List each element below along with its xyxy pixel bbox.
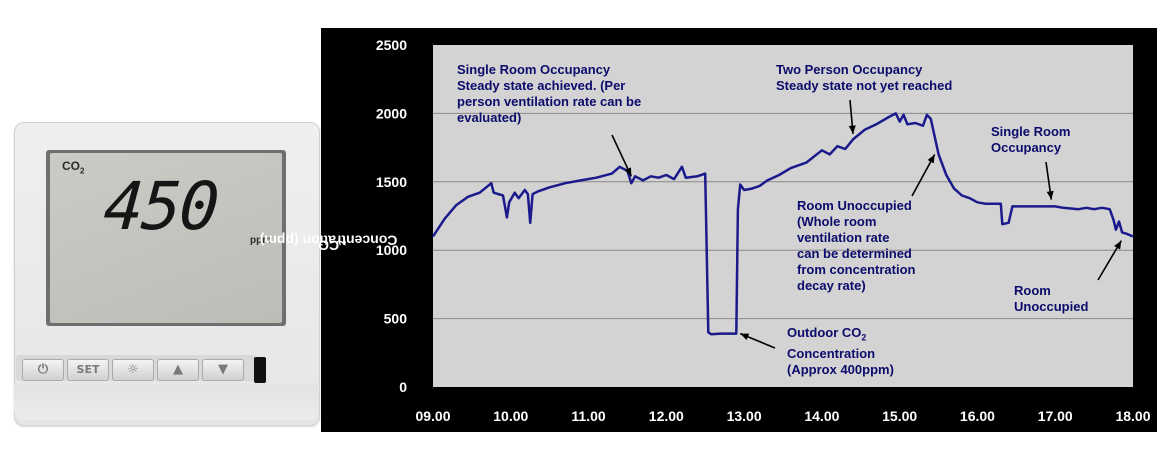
annotation-arrowhead bbox=[1046, 190, 1054, 200]
annotation-single-room-steady: Single Room Occupancy Steady state achie… bbox=[457, 62, 641, 126]
annotation-line: Occupancy bbox=[991, 140, 1062, 155]
x-tick-label: 18.00 bbox=[1115, 408, 1150, 424]
x-tick-label: 17.00 bbox=[1038, 408, 1073, 424]
annotation-line: Single Room bbox=[991, 124, 1071, 139]
annotation-line: can be determined bbox=[797, 246, 912, 261]
annotation-arrowhead bbox=[848, 125, 856, 134]
down-arrow-icon[interactable]: ▼ bbox=[202, 359, 244, 381]
y-axis-title-rest: Concentration (ppm) bbox=[259, 232, 398, 249]
co2-subscript: 2 bbox=[80, 166, 85, 176]
annotation-subscript: 2 bbox=[861, 332, 867, 343]
annotation-room-unoccupied-decay: Room Unoccupied (Whole room ventilation … bbox=[797, 198, 915, 294]
annotation-line: Outdoor CO bbox=[787, 325, 862, 340]
y-tick-label: 1000 bbox=[376, 242, 407, 258]
annotation-line: decay rate) bbox=[797, 278, 866, 293]
x-tick-label: 10.00 bbox=[493, 408, 528, 424]
annotation-room-unoccupied-end: Room Unoccupied bbox=[1014, 283, 1088, 315]
annotation-line: Concentration bbox=[787, 345, 876, 361]
power-button[interactable]: ⏻ bbox=[22, 359, 64, 381]
device-base bbox=[14, 384, 318, 420]
annotation-line: evaluated) bbox=[457, 110, 522, 125]
set-button[interactable]: SET bbox=[67, 359, 109, 381]
y-tick-label: 2000 bbox=[376, 105, 407, 121]
x-tick-label: 15.00 bbox=[882, 408, 917, 424]
annotation-line: from concentration bbox=[797, 262, 916, 277]
y-tick-label: 2500 bbox=[376, 37, 407, 53]
annotation-line: Steady state achieved. (Per bbox=[457, 78, 626, 93]
annotation-line: ventilation rate bbox=[797, 230, 890, 245]
annotation-arrowhead bbox=[1114, 240, 1122, 250]
annotation-line: Steady state not yet reached bbox=[776, 78, 953, 93]
x-tick-label: 12.00 bbox=[649, 408, 684, 424]
annotation-line: Two Person Occupancy bbox=[776, 62, 923, 77]
x-tick-label: 11.00 bbox=[571, 408, 605, 424]
plot-area bbox=[433, 45, 1133, 387]
annotation-line: person ventilation rate can be bbox=[457, 94, 642, 109]
y-tick-label: 0 bbox=[399, 379, 407, 395]
x-tick-label: 13.00 bbox=[727, 408, 762, 424]
annotation-arrowhead bbox=[740, 333, 750, 341]
annotation-arrowhead bbox=[624, 167, 632, 177]
sun-icon[interactable]: ☼ bbox=[112, 359, 154, 381]
co2-text: CO bbox=[62, 159, 80, 173]
annotation-outdoor-co2: Outdoor CO2 Concentration (Approx 400ppm… bbox=[787, 325, 894, 378]
annotation-two-person: Two Person Occupancy Steady state not ye… bbox=[776, 62, 952, 94]
annotation-line: Room Unoccupied bbox=[797, 198, 912, 213]
annotation-line: Single Room Occupancy bbox=[457, 62, 611, 77]
co2-unit: ppm bbox=[250, 235, 272, 246]
x-tick-label: 16.00 bbox=[960, 408, 995, 424]
annotation-line: Unoccupied bbox=[1014, 299, 1089, 314]
x-tick-label: 14.00 bbox=[804, 408, 839, 424]
lcd-screen bbox=[50, 153, 282, 323]
up-arrow-icon[interactable]: ▲ bbox=[157, 359, 199, 381]
co2-series-line bbox=[431, 112, 1134, 336]
y-tick-label: 1500 bbox=[376, 174, 407, 190]
annotation-arrowhead bbox=[927, 154, 935, 164]
annotation-line: Room bbox=[1014, 283, 1051, 298]
annotation-single-room-right: Single Room Occupancy bbox=[991, 124, 1070, 156]
co2-monitor-device: CO2 450 ppm ⏻ SET ☼ ▲ ▼ bbox=[2, 122, 320, 426]
y-tick-label: 500 bbox=[384, 311, 408, 327]
status-indicator bbox=[254, 357, 266, 383]
lcd-co2-label: CO2 bbox=[62, 159, 84, 175]
annotation-line: (Whole room bbox=[797, 214, 877, 229]
x-tick-label: 09.00 bbox=[415, 408, 450, 424]
annotation-line: (Approx 400ppm) bbox=[787, 361, 894, 377]
